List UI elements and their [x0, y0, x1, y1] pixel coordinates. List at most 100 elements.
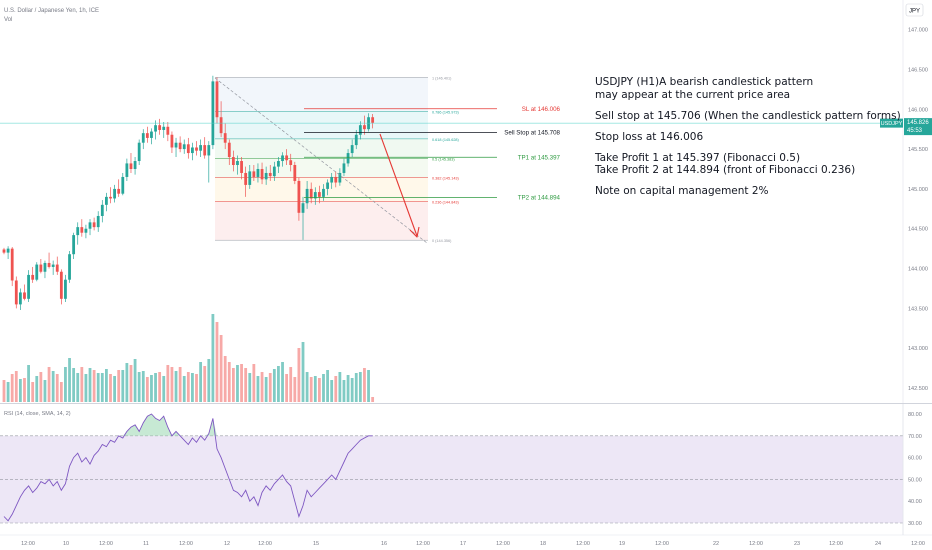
volume-bar: [354, 373, 358, 402]
price-axis[interactable]: 147.000 146.500 146.000 145.500 145.000 144.5…: [908, 28, 928, 392]
candle-body: [248, 171, 252, 185]
time-tick-label: 12:00: [99, 541, 113, 547]
candle-body: [305, 188, 309, 204]
price-tick-label: 144.500: [908, 227, 928, 233]
volume-bar: [72, 368, 76, 402]
volume-bar: [178, 367, 182, 402]
candle-body: [285, 155, 289, 161]
volume-bar: [199, 362, 203, 402]
candle-body: [219, 117, 223, 134]
time-tick-label: 12: [224, 541, 230, 547]
candle-body: [133, 161, 137, 169]
last-price-tag: USDJPY 145.826 45:53: [880, 118, 932, 136]
rsi-tick-label: 70.00: [908, 434, 922, 440]
volume-bar: [264, 377, 268, 402]
candle-body: [358, 125, 362, 135]
currency-button[interactable]: JPY: [905, 3, 924, 17]
time-axis[interactable]: 12:00 10 12:00 11 12:00 12 12:00 15 16 12:00 17 12:…: [21, 541, 925, 547]
volume-bar: [272, 369, 276, 402]
time-tick-label: 12:00: [911, 541, 925, 547]
volume-bar: [121, 370, 125, 402]
candle-body: [334, 176, 338, 183]
price-tag-symbol: USDJPY: [881, 121, 903, 127]
candle-body: [109, 196, 112, 199]
volume-bar: [150, 375, 153, 402]
volume-bar: [358, 372, 362, 402]
candle-body: [170, 134, 174, 148]
candle-body: [137, 142, 141, 162]
candle-body: [191, 147, 194, 154]
candle-body: [330, 176, 334, 183]
volume-bar: [256, 376, 260, 402]
volume-bar: [215, 322, 219, 402]
candle-body: [244, 172, 248, 185]
level-label-sell-stop: Sell Stop at 145.708: [504, 130, 560, 137]
fib-band: [215, 158, 428, 178]
price-tag-box: [904, 118, 932, 136]
note-line: Take Profit 1 at 145.397 (Fibonacci 0.5): [594, 152, 800, 164]
volume-bar: [88, 368, 92, 402]
time-tick-label: 15: [313, 541, 319, 547]
rsi-label: RSI (14, close, SMA, 14, 2): [4, 411, 71, 417]
volume-bar: [207, 359, 211, 402]
symbol-title: U.S. Dollar / Japanese Yen, 1h, ICE: [4, 8, 99, 14]
fibonacci-retracement[interactable]: 1 (146.401) 0.786 (145.973) 0.618 (145.628…: [215, 76, 460, 243]
note-line: Take Profit 2 at 144.894 (front of Fibon…: [594, 164, 855, 176]
volume-bar: [191, 373, 194, 402]
volume-bar: [51, 371, 55, 402]
candle-body: [297, 180, 301, 213]
time-tick-label: 24: [875, 541, 881, 547]
candle-body: [125, 163, 129, 177]
time-tick-label: 12:00: [829, 541, 843, 547]
candle-body: [47, 262, 51, 267]
volume-bar: [113, 376, 116, 402]
candle-body: [326, 182, 329, 189]
trade-levels[interactable]: SL at 146.006 Sell Stop at 145.708 TP1 at …: [304, 106, 561, 202]
fib-band: [215, 111, 428, 139]
volume-bar: [248, 373, 252, 402]
volume-bar: [109, 374, 112, 402]
candle-body: [195, 147, 198, 151]
time-tick-label: 17: [460, 541, 466, 547]
volume-bar: [350, 378, 354, 402]
time-tick-label: 22: [713, 541, 719, 547]
candle-body: [240, 161, 243, 173]
candle-body: [18, 292, 22, 305]
candle-body: [14, 280, 18, 305]
volume-bar: [305, 372, 309, 402]
volume-bar: [170, 367, 174, 402]
fib-band: [215, 177, 428, 202]
price-tick-label: 146.500: [908, 67, 928, 73]
candle-body: [272, 166, 276, 177]
projection-arrow[interactable]: [379, 133, 420, 238]
time-tick-label: 11: [143, 541, 149, 547]
candle-body: [43, 262, 47, 272]
volume-bar: [231, 368, 235, 402]
volume-bar: [10, 374, 14, 402]
time-tick-label: 12:00: [576, 541, 590, 547]
candle-body: [182, 144, 186, 150]
candle-body: [256, 168, 260, 177]
volume-bar: [145, 377, 149, 402]
candle-body: [227, 142, 231, 158]
volume-bar: [334, 376, 338, 402]
volume-bar: [141, 371, 145, 402]
volume-bar: [346, 375, 350, 402]
candle-body: [342, 163, 346, 173]
rsi-line: [3, 413, 373, 522]
candle-body: [236, 161, 239, 166]
level-label-tp1: TP1 at 145.397: [518, 154, 561, 161]
fib-band: [215, 201, 428, 241]
price-tick-label: 143.500: [908, 306, 928, 312]
volume-bar: [186, 372, 190, 402]
fib-level-label: 0.618 (145.628): [432, 138, 460, 142]
candle-body: [281, 155, 284, 162]
volume-bar: [240, 364, 243, 402]
candle-body: [10, 248, 14, 281]
candle-body: [2, 249, 6, 253]
volume-bar: [281, 362, 284, 402]
candle-body: [150, 131, 153, 138]
rsi-pane[interactable]: 80.00 70.00 60.00 50.00 40.00 30.00: [0, 404, 922, 535]
volume-bar: [43, 380, 47, 402]
